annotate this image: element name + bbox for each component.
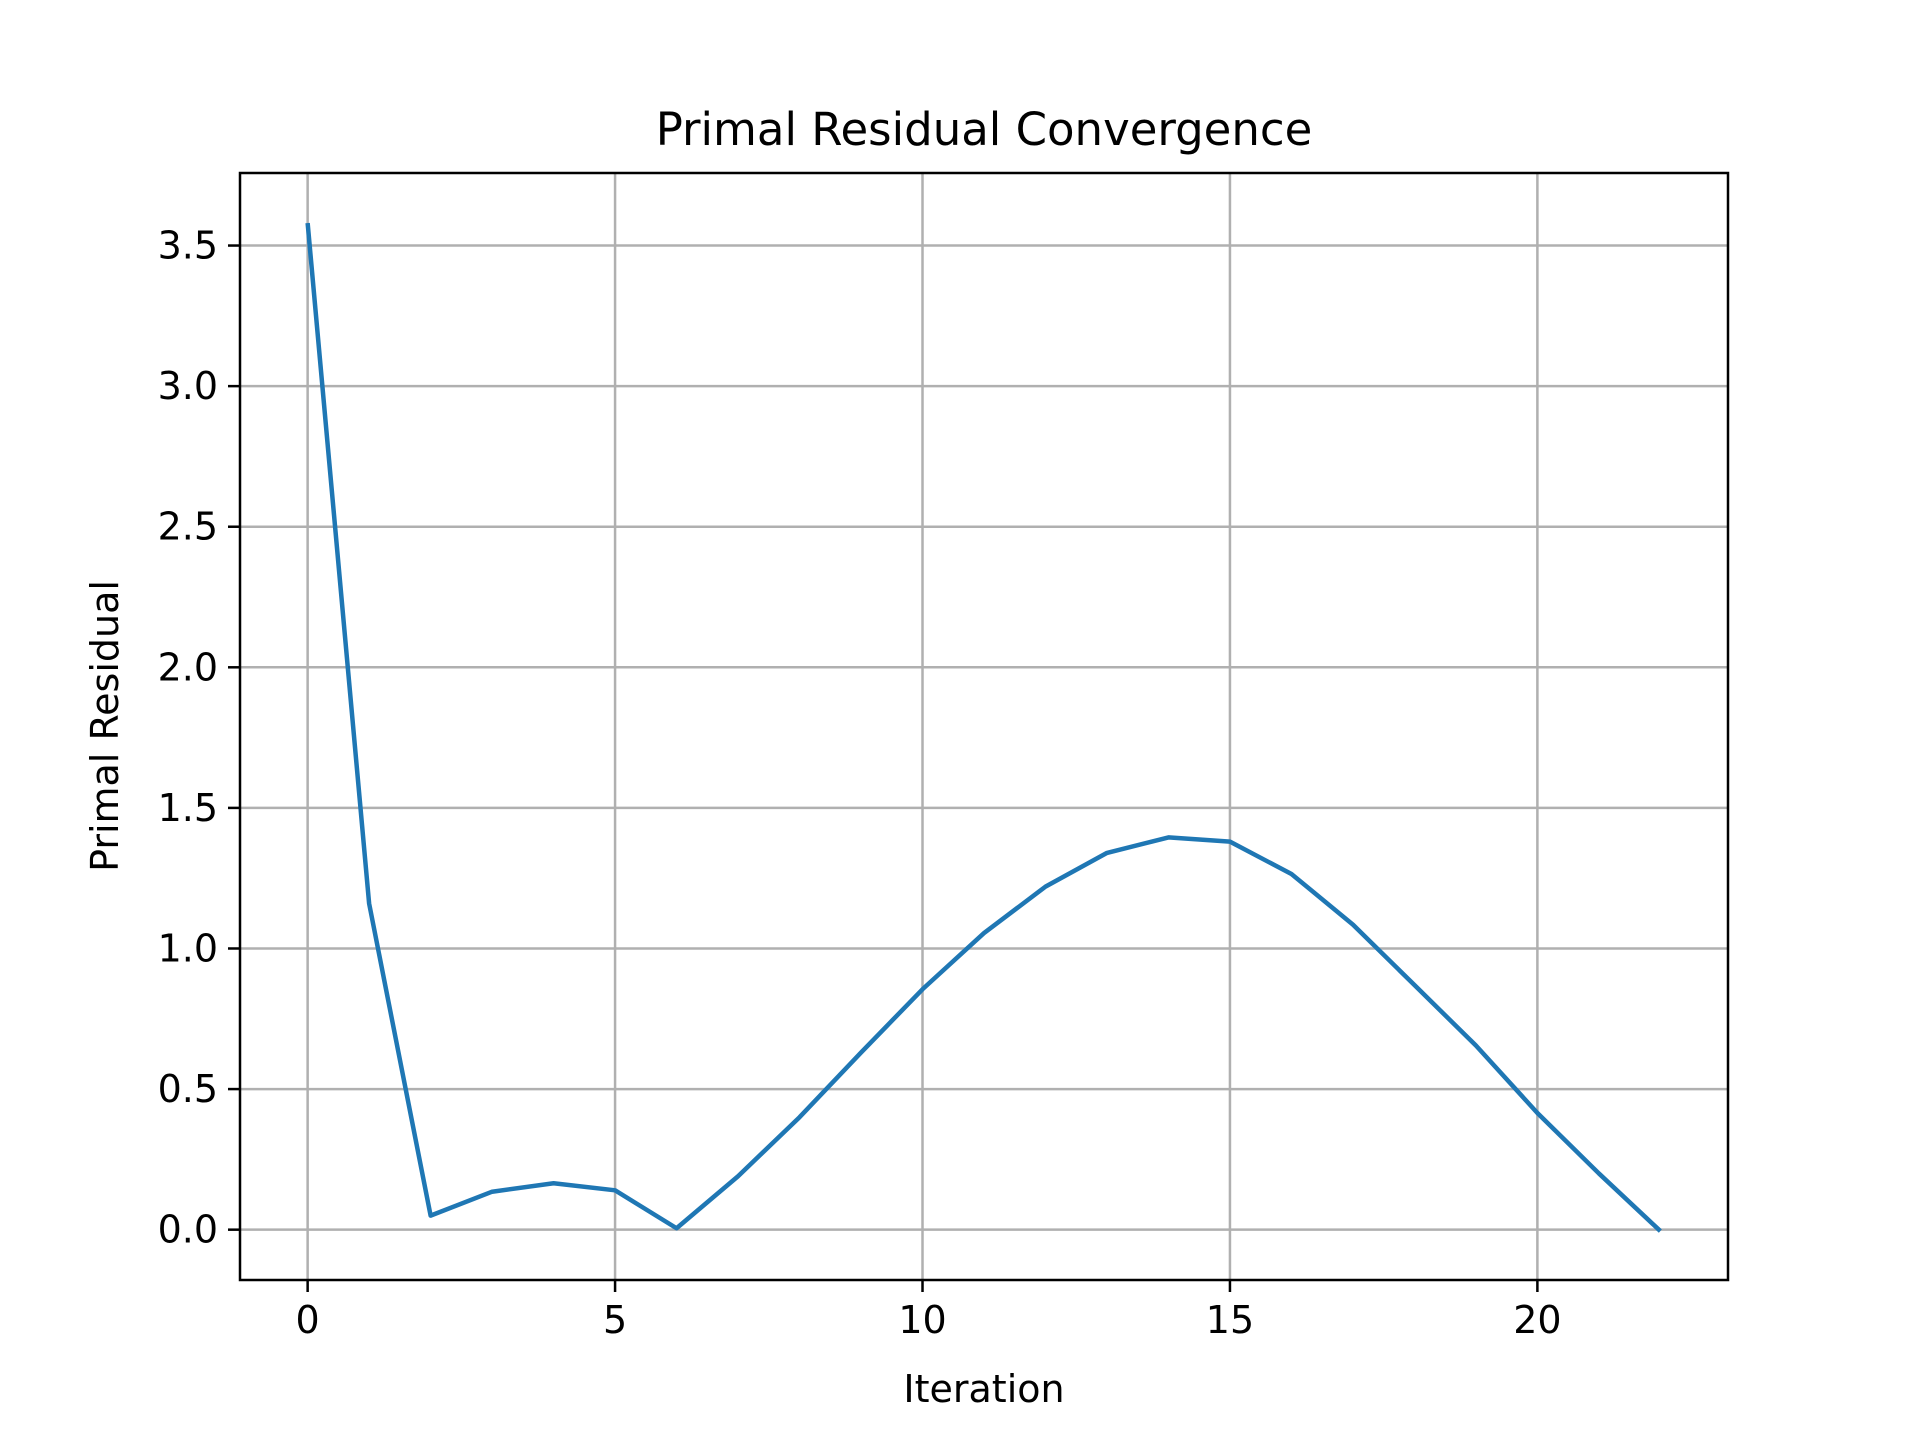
x-tick-label: 15: [1206, 1298, 1254, 1342]
x-tick-label: 0: [296, 1298, 320, 1342]
y-tick-label: 3.5: [158, 224, 218, 268]
y-tick-label: 2.5: [158, 505, 218, 549]
y-axis-label: Primal Residual: [83, 580, 127, 872]
y-axis-ticks: 0.0 0.5 1.0 1.5 2.0 2.5 3.0 3.5: [158, 224, 240, 1252]
grid: [240, 173, 1728, 1280]
axes-frame: [238, 171, 1730, 1282]
x-axis-ticks: 0 5 10 15 20: [296, 1280, 1562, 1342]
y-tick-label: 1.5: [158, 786, 218, 830]
series-line: [305, 222, 1662, 1233]
x-tick-label: 10: [898, 1298, 946, 1342]
x-tick-label: 5: [603, 1298, 627, 1342]
chart-title: Primal Residual Convergence: [656, 103, 1313, 156]
series-layer: [305, 222, 1662, 1233]
x-axis-label: Iteration: [903, 1367, 1064, 1411]
y-tick-label: 2.0: [158, 645, 218, 689]
y-tick-label: 0.0: [158, 1208, 218, 1252]
x-tick-label: 20: [1513, 1298, 1561, 1342]
y-tick-label: 0.5: [158, 1067, 218, 1111]
y-tick-label: 1.0: [158, 926, 218, 970]
y-tick-label: 3.0: [158, 364, 218, 408]
